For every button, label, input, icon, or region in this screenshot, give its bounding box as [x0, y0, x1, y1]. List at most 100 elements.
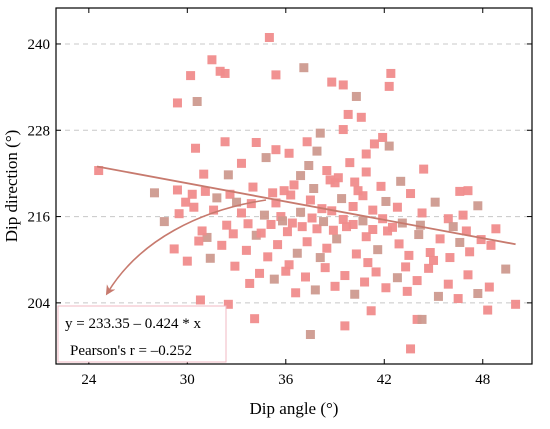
data-point — [383, 226, 393, 236]
data-point — [415, 220, 425, 230]
data-point — [501, 264, 511, 274]
data-point — [228, 229, 238, 239]
data-point — [299, 63, 309, 73]
data-point — [338, 125, 348, 135]
data-point — [491, 224, 501, 234]
data-point — [182, 256, 192, 266]
data-point — [223, 299, 233, 309]
data-point — [458, 210, 468, 220]
data-point — [338, 214, 348, 224]
data-point — [191, 143, 201, 153]
data-point — [195, 295, 205, 305]
data-point — [429, 255, 439, 265]
data-point — [358, 216, 368, 226]
data-point — [296, 207, 306, 217]
data-point — [312, 224, 322, 234]
data-point — [366, 306, 376, 316]
data-point — [340, 271, 350, 281]
data-point — [187, 189, 197, 199]
data-point — [461, 226, 471, 236]
data-point — [453, 294, 463, 304]
data-point — [279, 186, 289, 196]
data-point — [361, 149, 371, 159]
data-point — [414, 230, 424, 240]
data-point — [217, 240, 227, 250]
data-point — [325, 175, 335, 185]
data-point — [360, 277, 370, 287]
data-point — [259, 210, 269, 220]
data-point — [263, 252, 273, 262]
trend-line — [96, 165, 516, 246]
data-point — [392, 202, 402, 212]
data-point — [297, 222, 307, 232]
data-point — [243, 219, 253, 229]
data-point — [378, 132, 388, 142]
data-point — [248, 182, 258, 192]
data-point — [302, 237, 312, 247]
data-point — [425, 248, 435, 258]
data-point — [455, 237, 465, 247]
data-point — [245, 278, 255, 288]
data-point — [174, 209, 184, 219]
data-point — [361, 232, 371, 242]
data-point — [486, 240, 496, 250]
data-point — [94, 166, 104, 176]
data-point — [386, 68, 396, 78]
x-tick-label: 30 — [180, 372, 195, 388]
data-point — [215, 66, 225, 76]
y-tick-label: 228 — [28, 123, 51, 139]
data-point — [473, 201, 483, 211]
data-point — [353, 186, 363, 196]
data-point — [230, 261, 240, 271]
data-point — [251, 137, 261, 147]
data-point — [381, 196, 391, 206]
data-point — [338, 80, 348, 90]
data-point — [284, 260, 294, 270]
data-point — [268, 188, 278, 198]
data-point — [300, 272, 310, 282]
data-point — [269, 274, 279, 284]
data-point — [271, 198, 281, 208]
data-point — [271, 70, 281, 80]
data-point — [291, 288, 301, 298]
data-point — [320, 263, 330, 273]
data-point — [412, 314, 422, 324]
data-point — [296, 171, 306, 181]
data-point — [368, 225, 378, 235]
data-point — [273, 240, 283, 250]
data-point — [330, 281, 340, 291]
y-axis-title: Dip direction (°) — [2, 130, 21, 243]
data-point — [417, 314, 427, 324]
data-point — [473, 289, 483, 299]
x-tick-label: 48 — [475, 372, 490, 388]
data-point — [266, 219, 276, 229]
data-point — [363, 258, 373, 268]
data-point — [319, 217, 329, 227]
plot-frame — [55, 7, 533, 365]
data-point — [406, 344, 416, 354]
data-point — [271, 145, 281, 155]
data-point — [384, 81, 394, 91]
data-point — [250, 314, 260, 324]
data-point — [172, 98, 182, 108]
x-tick-label: 24 — [81, 372, 97, 388]
data-point — [384, 141, 394, 151]
data-point — [312, 146, 322, 156]
data-point — [484, 282, 494, 292]
data-point — [220, 68, 230, 78]
data-point — [192, 96, 202, 106]
data-point — [310, 285, 320, 295]
data-point — [305, 330, 315, 340]
data-point — [369, 139, 379, 149]
data-point — [236, 208, 246, 218]
data-point — [417, 208, 427, 218]
data-point — [333, 173, 343, 183]
data-point — [433, 291, 443, 301]
data-point — [381, 283, 391, 293]
data-point — [189, 202, 199, 212]
data-point — [246, 199, 256, 209]
data-point — [337, 194, 347, 204]
data-point — [412, 276, 422, 286]
data-point — [281, 266, 291, 276]
